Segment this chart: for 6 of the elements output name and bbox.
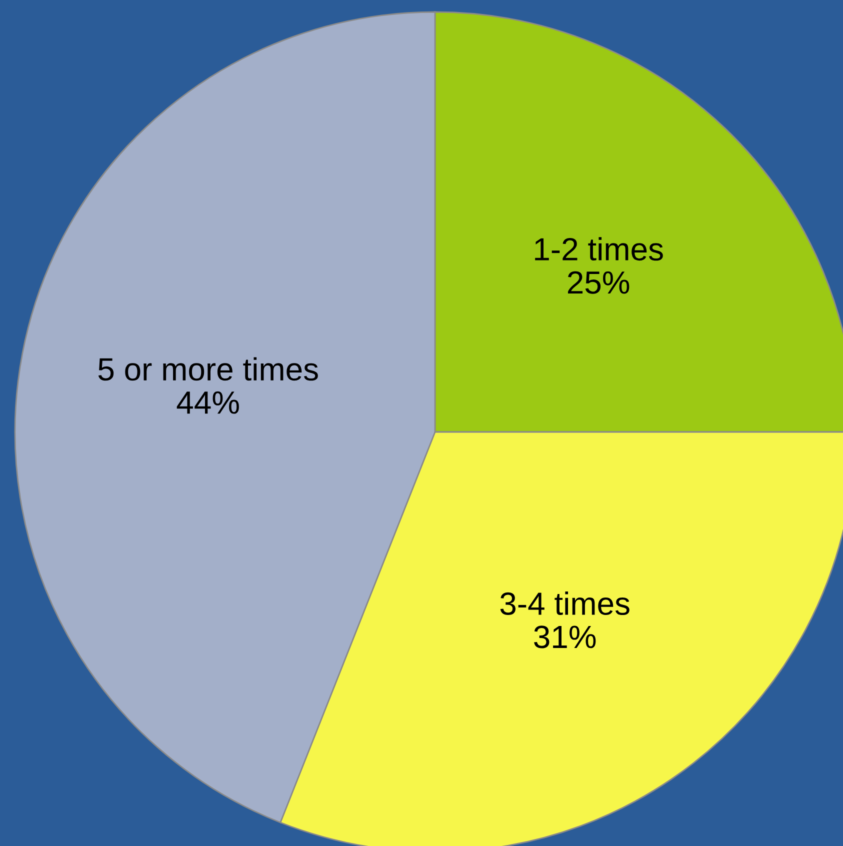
data-label: 25% [568, 271, 630, 294]
slice-label: 3-4 times [500, 592, 630, 616]
data-label: 31% [534, 626, 596, 648]
data-label: 44% [176, 391, 239, 414]
slice-label: 5 or more times [98, 357, 318, 381]
slice-label: 1-2 times [535, 237, 663, 261]
